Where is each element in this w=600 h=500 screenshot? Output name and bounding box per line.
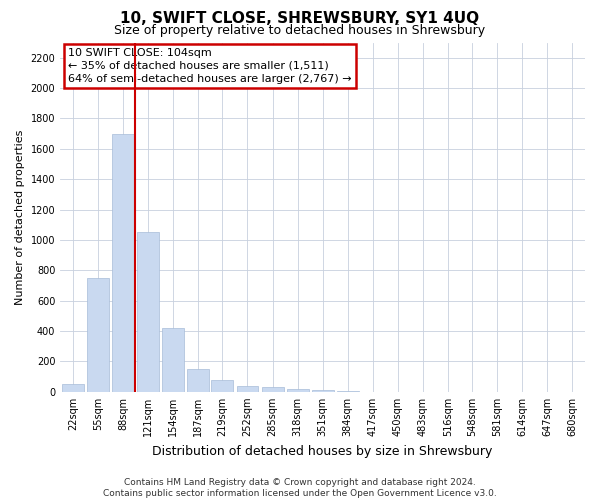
Bar	[311, 390, 334, 392]
Text: 10, SWIFT CLOSE, SHREWSBURY, SY1 4UQ: 10, SWIFT CLOSE, SHREWSBURY, SY1 4UQ	[121, 11, 479, 26]
Text: Size of property relative to detached houses in Shrewsbury: Size of property relative to detached ho…	[115, 24, 485, 37]
Bar	[112, 134, 134, 392]
Bar	[62, 384, 84, 392]
Bar	[262, 387, 284, 392]
X-axis label: Distribution of detached houses by size in Shrewsbury: Distribution of detached houses by size …	[152, 444, 493, 458]
Bar	[337, 391, 359, 392]
Bar	[236, 386, 259, 392]
Bar	[287, 389, 308, 392]
Bar	[187, 369, 209, 392]
Bar	[162, 328, 184, 392]
Text: Contains HM Land Registry data © Crown copyright and database right 2024.
Contai: Contains HM Land Registry data © Crown c…	[103, 478, 497, 498]
Y-axis label: Number of detached properties: Number of detached properties	[15, 130, 25, 305]
Text: 10 SWIFT CLOSE: 104sqm
← 35% of detached houses are smaller (1,511)
64% of semi-: 10 SWIFT CLOSE: 104sqm ← 35% of detached…	[68, 48, 352, 84]
Bar	[211, 380, 233, 392]
Bar	[87, 278, 109, 392]
Bar	[137, 232, 159, 392]
